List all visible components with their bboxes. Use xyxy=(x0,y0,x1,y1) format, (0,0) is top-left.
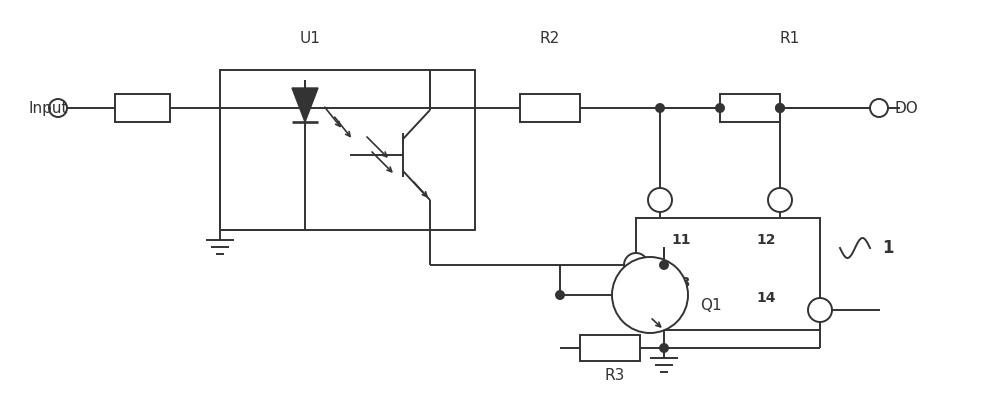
Circle shape xyxy=(776,104,784,112)
Text: U1: U1 xyxy=(300,30,320,46)
Circle shape xyxy=(612,257,688,333)
Circle shape xyxy=(624,253,648,277)
Text: Input: Input xyxy=(28,101,68,116)
Text: R3: R3 xyxy=(605,367,625,383)
Circle shape xyxy=(660,344,668,352)
Text: DO: DO xyxy=(895,101,919,116)
Circle shape xyxy=(648,188,672,212)
Bar xyxy=(220,70,475,230)
Circle shape xyxy=(776,104,784,112)
Bar xyxy=(636,218,820,330)
Text: 14: 14 xyxy=(756,291,776,305)
Bar xyxy=(115,94,170,122)
Text: 11: 11 xyxy=(671,233,691,247)
Circle shape xyxy=(768,188,792,212)
Circle shape xyxy=(556,291,564,299)
Circle shape xyxy=(656,104,664,112)
Circle shape xyxy=(49,99,67,117)
Bar xyxy=(720,94,780,122)
Polygon shape xyxy=(292,88,318,122)
Bar xyxy=(520,94,580,122)
Text: 12: 12 xyxy=(756,233,776,247)
Text: R2: R2 xyxy=(540,30,560,46)
Text: 13: 13 xyxy=(671,276,691,290)
Text: Q1: Q1 xyxy=(700,297,722,312)
Text: R1: R1 xyxy=(780,30,800,46)
Bar xyxy=(580,335,640,361)
Text: 1: 1 xyxy=(882,239,894,257)
Circle shape xyxy=(660,261,668,269)
Circle shape xyxy=(870,99,888,117)
Circle shape xyxy=(716,104,724,112)
Circle shape xyxy=(808,298,832,322)
